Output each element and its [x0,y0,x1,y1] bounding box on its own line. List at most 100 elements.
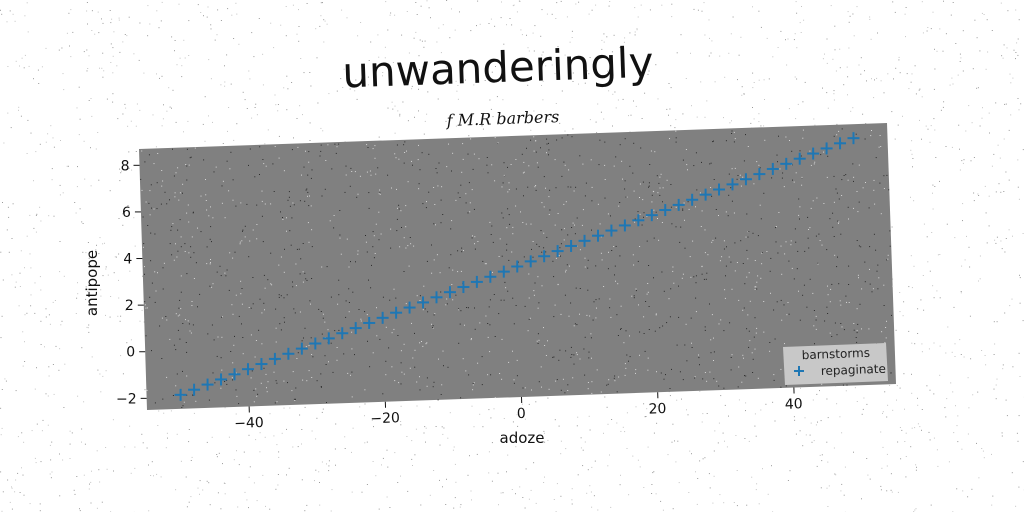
noise-speck [910,197,911,198]
plot-noise-speck [591,393,592,394]
noise-speck [59,348,60,349]
plot-noise-speck [531,390,532,391]
noise-speck [915,65,916,66]
chart-subtitle: f M.R barbers [445,107,559,130]
plot-noise-speck [507,167,508,168]
noise-speck [750,123,751,124]
plot-noise-speck [527,187,528,188]
plot-noise-speck [345,317,346,318]
plot-noise-speck [704,279,705,280]
noise-speck [286,109,287,110]
noise-speck [612,126,613,127]
noise-speck [38,83,39,84]
noise-speck [1017,55,1018,56]
noise-speck [780,31,781,32]
plot-noise-speck [623,342,624,343]
noise-speck [540,36,541,37]
noise-speck [987,242,988,243]
plot-noise-speck [175,349,176,350]
plot-noise-speck [798,291,799,292]
noise-speck [765,404,766,405]
noise-speck [709,19,710,20]
plot-noise-speck [689,209,690,210]
plot-noise-speck [391,188,392,189]
noise-speck [13,203,14,204]
plot-noise-speck [541,387,542,388]
noise-speck [83,401,84,402]
noise-speck [3,143,4,144]
noise-speck [729,122,730,123]
plot-noise-speck [163,267,164,268]
plot-noise-speck [879,147,880,148]
noise-speck [912,428,913,429]
plot-noise-speck [242,230,243,231]
noise-speck [961,160,962,161]
noise-speck [79,508,80,509]
plot-noise-speck [618,335,619,336]
plot-noise-speck [625,368,626,369]
noise-speck [236,123,237,124]
plot-noise-speck [576,324,577,325]
noise-speck [370,42,371,43]
plot-noise-speck [562,137,563,138]
plot-noise-speck [284,297,285,298]
noise-speck [46,308,47,309]
plot-noise-speck [713,360,714,361]
noise-speck [176,122,177,123]
noise-speck [897,385,898,386]
plot-noise-speck [293,371,294,372]
plot-noise-speck [186,273,187,274]
noise-speck [821,487,822,488]
plot-noise-speck [190,331,191,332]
plot-noise-speck [840,300,841,301]
plot-noise-speck [420,389,421,390]
plot-noise-speck [262,191,263,192]
plot-noise-speck [752,372,753,373]
noise-speck [226,54,227,55]
plot-noise-speck [461,271,462,272]
noise-speck [606,36,607,37]
plot-noise-speck [144,266,145,267]
plot-noise-speck [364,389,365,390]
plot-noise-speck [367,172,368,173]
noise-speck [833,93,834,94]
plot-noise-speck [417,295,418,296]
noise-speck [652,472,653,473]
noise-speck [16,390,17,391]
plot-noise-speck [348,288,349,289]
noise-speck [212,437,213,438]
noise-speck [412,465,413,466]
plot-noise-speck [788,302,789,303]
noise-speck [147,5,148,6]
plot-noise-speck [209,286,210,287]
plot-noise-speck [350,186,351,187]
noise-speck [887,73,888,74]
noise-speck [932,185,933,186]
plot-noise-speck [441,384,442,385]
noise-speck [425,41,426,42]
noise-speck [101,18,102,19]
plot-noise-speck [303,271,304,272]
noise-speck [217,34,218,35]
plot-noise-speck [512,233,513,234]
noise-speck [944,407,945,408]
plot-noise-speck [356,197,357,198]
noise-speck [48,215,49,216]
plot-noise-speck [455,295,456,296]
plot-noise-speck [714,179,715,180]
noise-speck [1002,432,1003,433]
noise-speck [939,181,940,182]
noise-speck [710,487,711,488]
noise-speck [832,59,833,60]
plot-noise-speck [809,227,810,228]
noise-speck [973,68,974,69]
plot-noise-speck [693,276,694,277]
plot-noise-speck [726,266,727,267]
noise-speck [200,480,201,481]
plot-noise-speck [609,299,610,300]
noise-speck [259,451,260,452]
plot-noise-speck [798,215,799,216]
plot-noise-speck [221,275,222,276]
plot-noise-speck [414,333,415,334]
plot-noise-speck [748,231,749,232]
